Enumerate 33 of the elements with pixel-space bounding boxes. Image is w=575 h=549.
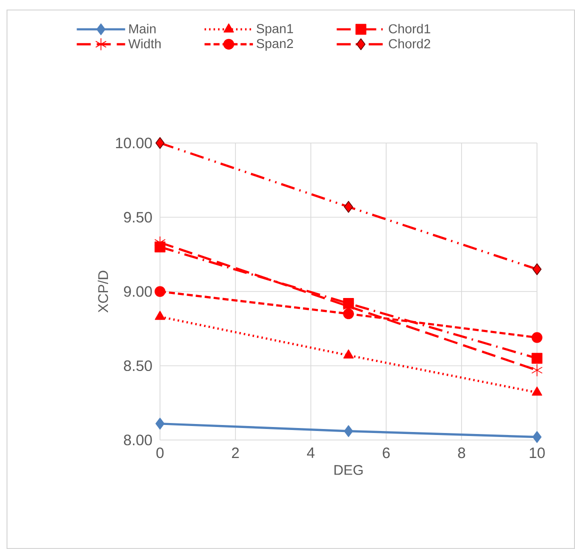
- x-tick-label: 6: [382, 448, 390, 458]
- x-axis-title: DEG: [334, 465, 363, 475]
- legend-label: Width: [128, 38, 161, 48]
- point: [532, 263, 542, 276]
- y-tick-label: 10.00: [116, 138, 152, 148]
- point: [532, 431, 542, 443]
- x-tick-label: 4: [306, 448, 315, 458]
- point: [155, 137, 165, 149]
- point: [532, 386, 542, 396]
- point: [154, 286, 166, 297]
- y-tick-label: 8.00: [124, 434, 152, 446]
- point: [344, 425, 354, 437]
- point: [154, 310, 166, 320]
- point: [531, 364, 543, 377]
- point: [532, 332, 542, 343]
- x-tick-label: 8: [458, 448, 466, 458]
- legend-label: Chord1: [388, 24, 430, 34]
- legend-label: Span2: [256, 38, 293, 51]
- point: [344, 200, 354, 213]
- legend-label: Main: [129, 24, 156, 34]
- y-axis-title: XCP/D: [98, 270, 108, 313]
- x-tick-label: 0: [156, 448, 164, 458]
- point: [532, 352, 542, 364]
- legend-label: Span1: [256, 24, 293, 36]
- point: [343, 349, 354, 359]
- point: [155, 418, 165, 430]
- x-tick-label: 10: [530, 448, 545, 458]
- y-tick-label: 9.00: [124, 286, 152, 297]
- x-tick-label: 2: [232, 448, 239, 458]
- y-tick-label: 8.50: [124, 360, 152, 372]
- legend-label: Chord2: [388, 38, 430, 48]
- y-tick-label: 9.50: [124, 212, 152, 223]
- point: [343, 308, 354, 320]
